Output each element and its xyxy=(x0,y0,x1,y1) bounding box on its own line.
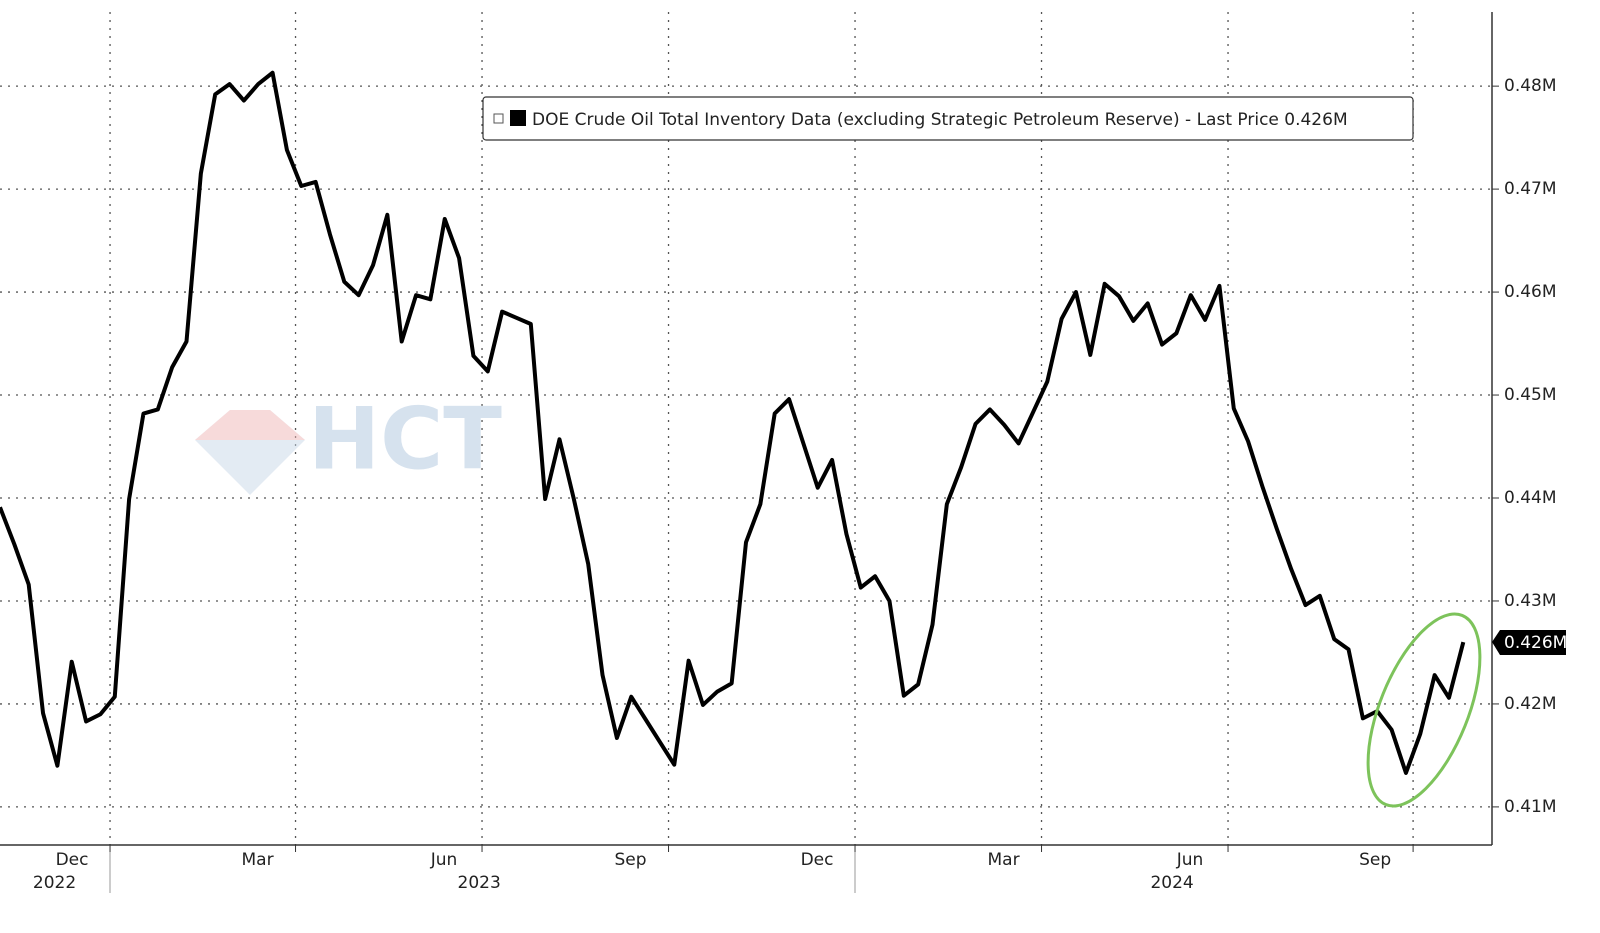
y-tick-label: 0.45M xyxy=(1504,385,1557,405)
x-tick-label: Jun xyxy=(1176,850,1204,870)
watermark: HCT xyxy=(308,389,502,489)
legend-toggle[interactable] xyxy=(493,113,504,124)
legend-box xyxy=(482,96,1414,141)
y-tick-label: 0.41M xyxy=(1504,797,1557,817)
x-tick-label: Mar xyxy=(987,850,1019,870)
watermark-logo xyxy=(195,410,305,495)
x-tick-label: Dec xyxy=(56,850,89,870)
y-tick-label: 0.46M xyxy=(1504,282,1557,302)
plot-area xyxy=(0,70,1466,775)
legend-swatch xyxy=(510,110,526,126)
y-tick-label: 0.47M xyxy=(1504,179,1557,199)
data-line xyxy=(0,70,1466,775)
x-tick-label: Dec xyxy=(801,850,834,870)
price-tag-label: 0.426M xyxy=(1504,633,1567,653)
last-price-tag: 0.426M xyxy=(1492,630,1567,655)
legend-text: DOE Crude Oil Total Inventory Data (excl… xyxy=(532,110,1348,130)
x-tick-label: Jun xyxy=(430,850,458,870)
year-label: 2023 xyxy=(458,873,501,893)
grid xyxy=(0,12,1492,845)
year-label: 2022 xyxy=(33,873,76,893)
x-tick-label: Sep xyxy=(1359,850,1391,870)
price-tag-box xyxy=(1492,630,1566,655)
x-tick-label: Mar xyxy=(241,850,273,870)
x-tick-label: Sep xyxy=(615,850,647,870)
y-tick-label: 0.43M xyxy=(1504,591,1557,611)
legend: DOE Crude Oil Total Inventory Data (excl… xyxy=(482,96,1414,141)
y-tick-label: 0.48M xyxy=(1504,76,1557,96)
y-tick-label: 0.42M xyxy=(1504,694,1557,714)
year-label: 2024 xyxy=(1150,873,1193,893)
y-tick-label: 0.44M xyxy=(1504,488,1557,508)
highlight-ellipse xyxy=(1366,612,1482,808)
